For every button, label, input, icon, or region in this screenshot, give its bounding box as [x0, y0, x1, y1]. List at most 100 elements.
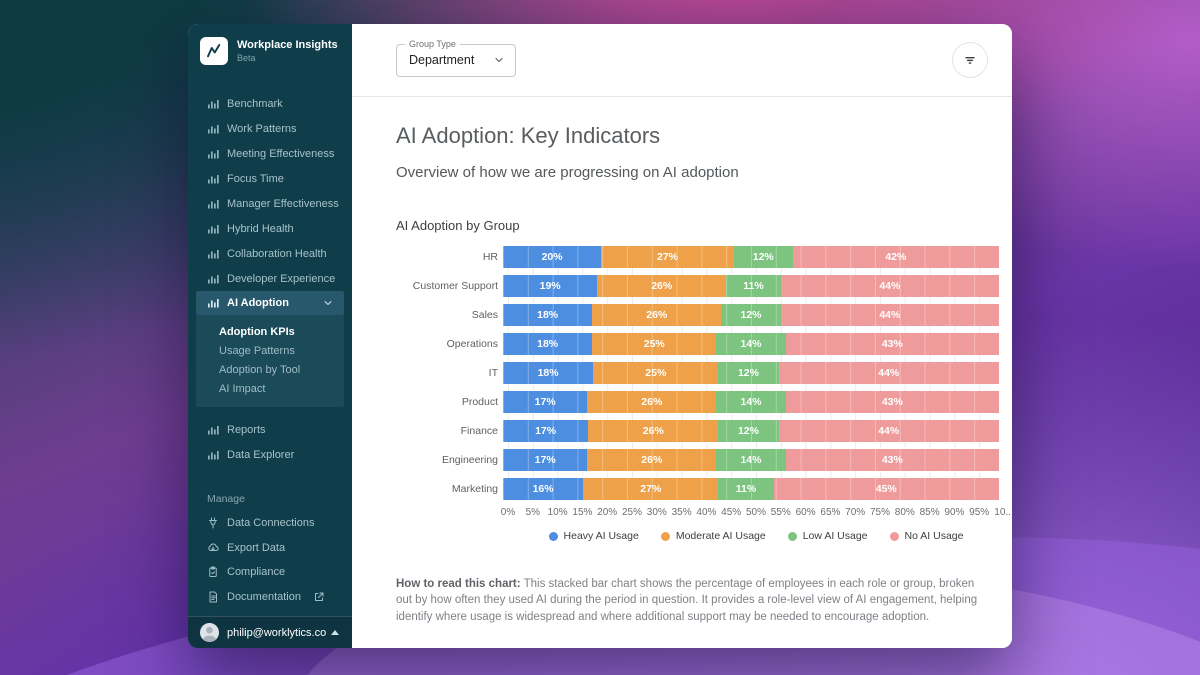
- footnote-text: This stacked bar chart shows the percent…: [396, 578, 978, 623]
- x-axis-tick: 50%: [745, 507, 767, 518]
- stacked-bar: 17% 26% 12% 44%: [503, 420, 999, 442]
- sidebar-item-developer-experience[interactable]: Developer Experience: [188, 266, 352, 291]
- sidebar-submenu: Adoption KPIs Usage Patterns Adoption by T…: [196, 315, 344, 407]
- row-label: Finance: [460, 425, 498, 437]
- sidebar-item-benchmark[interactable]: Benchmark: [188, 91, 352, 116]
- caret-up-icon: [331, 630, 340, 635]
- sidebar-item-meeting-effectiveness[interactable]: Meeting Effectiveness: [188, 141, 352, 166]
- bar-segment-low-ai-usage[interactable]: 14%: [716, 333, 786, 355]
- bar-segment-no-ai-usage[interactable]: 43%: [785, 333, 999, 355]
- sidebar-item-compliance[interactable]: Compliance: [188, 560, 352, 585]
- plug-icon: [207, 517, 219, 529]
- sidebar-subitem-adoption-by-tool[interactable]: Adoption by Tool: [219, 363, 301, 376]
- bar-segment-heavy-ai-usage[interactable]: 18%: [503, 362, 594, 384]
- bar-segment-low-ai-usage[interactable]: 12%: [718, 420, 779, 442]
- cloud-download-icon: [207, 542, 219, 554]
- x-axis-tick: 5%: [525, 507, 541, 518]
- legend-item-low-ai-usage[interactable]: Low AI Usage: [787, 530, 868, 542]
- x-axis-tick: 20%: [597, 507, 618, 518]
- bar-segment-no-ai-usage[interactable]: 42%: [792, 246, 999, 268]
- bar-segment-heavy-ai-usage[interactable]: 17%: [503, 449, 588, 471]
- sidebar-item-data-connections[interactable]: Data Connections: [188, 511, 352, 536]
- bar-segment-moderate-ai-usage[interactable]: 26%: [587, 391, 717, 413]
- bar-segment-no-ai-usage[interactable]: 43%: [785, 449, 999, 471]
- bar-segment-low-ai-usage[interactable]: 11%: [726, 275, 781, 297]
- filter-button[interactable]: [952, 42, 988, 78]
- legend-item-heavy-ai-usage[interactable]: Heavy AI Usage: [548, 530, 639, 542]
- chart-row-engineering: Engineering 17% 26% 14% 43%: [352, 449, 1012, 471]
- bar-segment-heavy-ai-usage[interactable]: 19%: [503, 275, 598, 297]
- sidebar-item-manager-effectiveness[interactable]: Manager Effectiveness: [188, 191, 352, 216]
- filter-icon: [965, 57, 975, 64]
- sidebar-item-label: Data Explorer: [227, 448, 295, 461]
- sidebar-subitem-ai-impact[interactable]: AI Impact: [219, 382, 266, 395]
- group-type-select[interactable]: Group Type Department: [396, 38, 516, 77]
- bar-segment-moderate-ai-usage[interactable]: 25%: [593, 362, 719, 384]
- bar-segment-heavy-ai-usage[interactable]: 18%: [503, 333, 593, 355]
- sidebar-item-focus-time[interactable]: Focus Time: [188, 166, 352, 191]
- bar-segment-no-ai-usage[interactable]: 44%: [778, 420, 999, 442]
- sidebar-item-label: Developer Experience: [227, 272, 336, 285]
- x-axis-tick: 30%: [646, 507, 667, 518]
- app-window: Workplace Insights Beta Benchmark Work Pa…: [188, 24, 1012, 648]
- bar-segment-heavy-ai-usage[interactable]: 16%: [503, 478, 584, 500]
- sidebar-item-documentation[interactable]: Documentation: [188, 585, 352, 610]
- chart-title: AI Adoption by Group: [396, 218, 520, 233]
- bar-segment-moderate-ai-usage[interactable]: 26%: [587, 449, 717, 471]
- row-label: Engineering: [441, 454, 498, 466]
- sidebar-item-label: Hybrid Health: [227, 222, 294, 235]
- x-axis-tick: 15%: [572, 507, 593, 518]
- x-axis-tick: 65%: [820, 507, 841, 518]
- chart-rows: HR 20% 27% 12% 42% Customer Support 19% 26% 11% 4…: [352, 246, 1012, 500]
- legend-item-no-ai-usage[interactable]: No AI Usage: [889, 530, 963, 542]
- sidebar-item-ai-adoption[interactable]: AI Adoption: [196, 291, 344, 315]
- row-label: HR: [482, 251, 498, 263]
- bar-segment-moderate-ai-usage[interactable]: 27%: [583, 478, 719, 500]
- bar-segment-moderate-ai-usage[interactable]: 26%: [588, 420, 719, 442]
- bar-segment-heavy-ai-usage[interactable]: 17%: [503, 391, 588, 413]
- bar-segment-moderate-ai-usage[interactable]: 27%: [601, 246, 734, 268]
- brand: Workplace Insights Beta: [188, 24, 352, 75]
- sidebar-item-reports[interactable]: Reports: [188, 417, 352, 442]
- bar-segment-heavy-ai-usage[interactable]: 17%: [503, 420, 589, 442]
- bar-segment-low-ai-usage[interactable]: 12%: [721, 304, 781, 326]
- x-axis-tick: 45%: [721, 507, 742, 518]
- bar-segment-heavy-ai-usage[interactable]: 18%: [503, 304, 593, 326]
- bar-segment-low-ai-usage[interactable]: 12%: [718, 362, 779, 384]
- bar-segment-low-ai-usage[interactable]: 14%: [716, 449, 786, 471]
- bar-segment-moderate-ai-usage[interactable]: 26%: [597, 275, 727, 297]
- user-account-menu[interactable]: philip@worklytics.co: [188, 616, 352, 648]
- bar-segment-heavy-ai-usage[interactable]: 20%: [503, 246, 602, 268]
- legend-dot: [787, 531, 797, 541]
- sidebar-item-data-explorer[interactable]: Data Explorer: [188, 442, 352, 467]
- chevron-down-icon: [493, 54, 505, 66]
- sidebar-item-work-patterns[interactable]: Work Patterns: [188, 116, 352, 141]
- bar-segment-low-ai-usage[interactable]: 14%: [716, 391, 786, 413]
- sidebar-item-settings[interactable]: Settings: [188, 609, 352, 616]
- bar-segment-low-ai-usage[interactable]: 11%: [718, 478, 774, 500]
- sidebar-item-collaboration-health[interactable]: Collaboration Health: [188, 241, 352, 266]
- legend-item-moderate-ai-usage[interactable]: Moderate AI Usage: [660, 530, 766, 542]
- sidebar-subitem-usage-patterns[interactable]: Usage Patterns: [219, 344, 295, 357]
- sidebar-subitem-adoption-kpis[interactable]: Adoption KPIs: [219, 325, 295, 338]
- sidebar-item-export-data[interactable]: Export Data: [188, 536, 352, 561]
- bar-chart-icon: [207, 424, 219, 436]
- sidebar-item-hybrid-health[interactable]: Hybrid Health: [188, 216, 352, 241]
- bar-segment-no-ai-usage[interactable]: 43%: [785, 391, 999, 413]
- stacked-bar: 20% 27% 12% 42%: [503, 246, 999, 268]
- bar-segment-no-ai-usage[interactable]: 44%: [780, 275, 999, 297]
- row-label: Operations: [446, 338, 498, 350]
- bar-segment-no-ai-usage[interactable]: 44%: [780, 304, 999, 326]
- bar-segment-no-ai-usage[interactable]: 44%: [778, 362, 999, 384]
- x-axis-tick: 90%: [944, 507, 965, 518]
- bar-chart-icon: [207, 223, 219, 235]
- bar-segment-no-ai-usage[interactable]: 45%: [773, 478, 999, 500]
- chart-row-hr: HR 20% 27% 12% 42%: [352, 246, 1012, 268]
- row-label: Product: [461, 396, 498, 408]
- x-axis-tick: 40%: [696, 507, 717, 518]
- bar-segment-moderate-ai-usage[interactable]: 25%: [592, 333, 717, 355]
- bar-segment-moderate-ai-usage[interactable]: 26%: [592, 304, 722, 326]
- avatar: [200, 623, 219, 642]
- bar-segment-low-ai-usage[interactable]: 12%: [733, 246, 793, 268]
